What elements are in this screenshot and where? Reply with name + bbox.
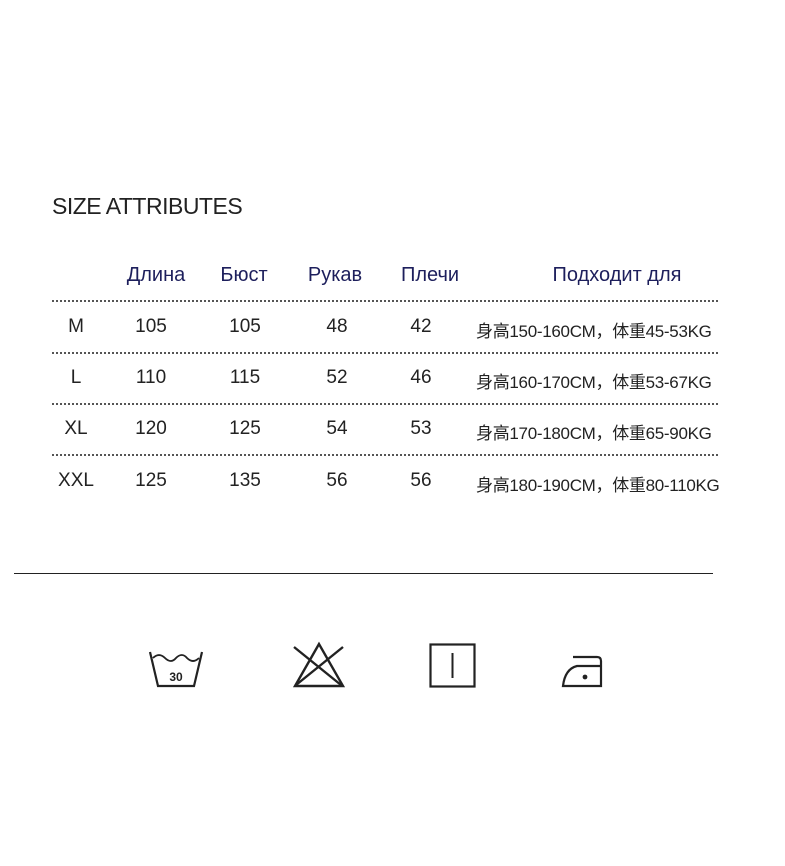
cell-size: M: [68, 316, 84, 337]
cell-sleeve: 56: [326, 470, 348, 491]
cell-shoulder: 56: [410, 470, 432, 491]
cell-size: L: [70, 367, 82, 388]
cell-sleeve: 48: [326, 316, 348, 337]
cell-fit: 身高180-190CM，体重80-110KG: [476, 476, 720, 495]
col-header-length: Длина: [126, 264, 186, 286]
col-header-fit: Подходит для: [552, 264, 682, 286]
cell-length: 125: [135, 470, 167, 491]
cell-fit: 身高150-160CM，体重45-53KG: [476, 322, 712, 341]
cell-bust: 115: [229, 367, 261, 388]
row-divider: [52, 352, 718, 354]
page-title: SIZE ATTRIBUTES: [52, 193, 243, 219]
cell-sleeve: 54: [326, 418, 348, 439]
row-divider: [52, 403, 718, 405]
wash-temperature: 30: [169, 670, 183, 684]
cell-size: XL: [64, 418, 88, 439]
cell-bust: 105: [229, 316, 261, 337]
cell-fit: 身高160-170CM，体重53-67KG: [476, 373, 712, 392]
col-header-shoulder: Плечи: [400, 264, 460, 286]
col-header-bust: Бюст: [220, 264, 268, 286]
cell-length: 105: [135, 316, 167, 337]
col-header-sleeve: Рукав: [307, 264, 363, 286]
cell-bust: 135: [229, 470, 261, 491]
cell-length: 110: [135, 367, 167, 388]
no-bleach-icon: [292, 641, 346, 688]
cell-size: XXL: [58, 470, 94, 491]
cell-shoulder: 42: [410, 316, 432, 337]
cell-bust: 125: [229, 418, 261, 439]
cell-length: 120: [135, 418, 167, 439]
row-divider: [52, 454, 718, 456]
cell-sleeve: 52: [326, 367, 348, 388]
cell-shoulder: 46: [410, 367, 432, 388]
iron-low-icon: [561, 655, 603, 688]
cell-shoulder: 53: [410, 418, 432, 439]
section-divider: [14, 573, 713, 574]
cell-fit: 身高170-180CM，体重65-90KG: [476, 424, 712, 443]
row-divider: [52, 300, 718, 302]
drip-dry-icon: [429, 643, 476, 688]
wash-30-icon: 30: [148, 651, 204, 688]
